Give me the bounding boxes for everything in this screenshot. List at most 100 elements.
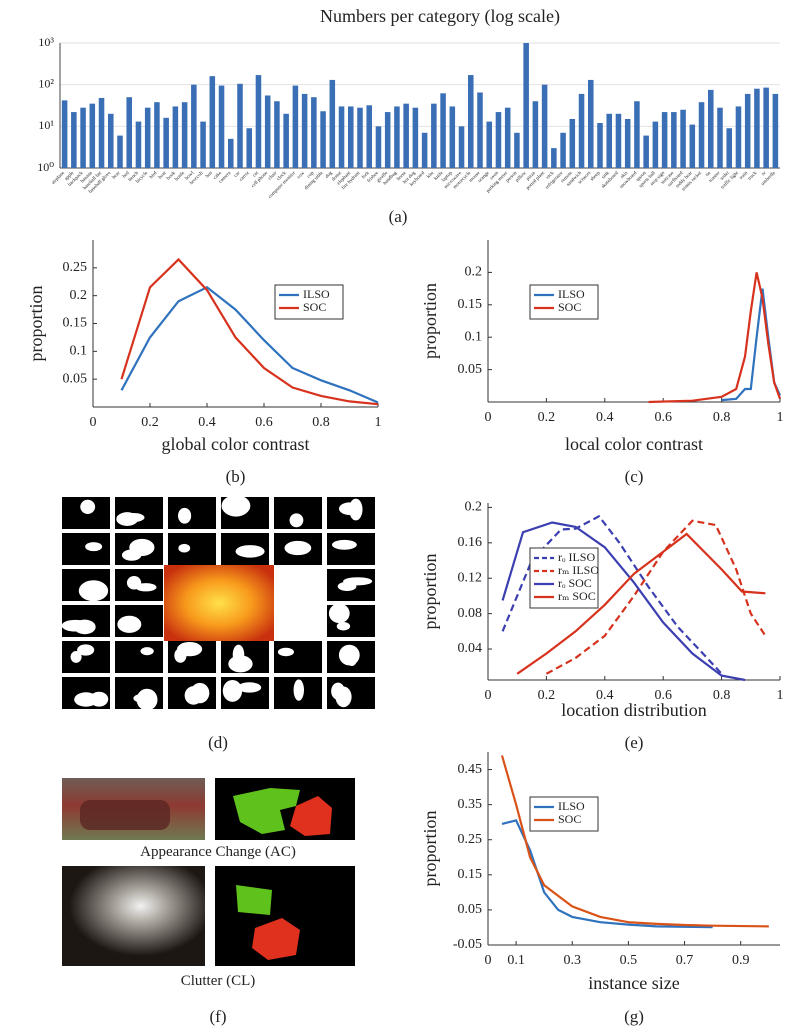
x-tick-label: 0.3: [563, 953, 581, 968]
x-tick-label: toilet: [720, 170, 731, 181]
y-tick-label: 0.2: [465, 265, 483, 280]
bar: [366, 105, 372, 168]
y-axis-label: proportion: [420, 283, 440, 359]
series-line: [516, 532, 766, 675]
y-tick-label: 10³: [38, 35, 54, 49]
bar: [292, 85, 299, 168]
bar: [671, 112, 677, 168]
mask-blob: [335, 686, 352, 708]
bar: [80, 107, 86, 168]
x-tick-label: cat: [252, 170, 260, 178]
bar: [384, 112, 391, 168]
bar: [209, 76, 216, 168]
x-tick-label: 0: [485, 688, 492, 703]
mask-blob: [337, 581, 357, 591]
caption: (f): [210, 1007, 227, 1026]
x-tick-label: knife: [434, 170, 445, 181]
mask-tile: [115, 641, 163, 673]
example-images: Appearance Change (AC) Clutter (CL) (f) …: [62, 733, 355, 1026]
caption: (g): [624, 1007, 644, 1026]
bar: [634, 101, 640, 168]
mask-blob: [78, 580, 109, 602]
mask-blob: [126, 575, 142, 590]
x-tick-label: 0.1: [507, 953, 525, 968]
bar: [588, 79, 594, 168]
bar: [449, 106, 456, 168]
y-axis-label: proportion: [420, 554, 440, 630]
y-tick-label: 0.1: [70, 344, 88, 359]
y-tick-label: 0.12: [458, 570, 483, 585]
bar: [375, 126, 382, 168]
legend-label: rₘ ILSO: [558, 563, 599, 577]
bar: [71, 112, 77, 168]
x-tick-label: 0.6: [255, 415, 273, 430]
mask-blob: [328, 603, 350, 624]
mask: [215, 778, 355, 840]
mask-blob: [336, 622, 351, 631]
x-tick-label: book: [166, 171, 177, 182]
bar: [237, 83, 243, 168]
legend-box: [274, 284, 344, 320]
series-line: [501, 521, 746, 682]
bar: [357, 107, 363, 168]
legend-label: rₒ ILSO: [558, 550, 595, 564]
bar: [126, 97, 132, 168]
x-tick-label: 0.4: [596, 410, 614, 425]
bar: [218, 85, 225, 168]
x-tick-label: horse: [396, 170, 408, 182]
x-tick-label: 0: [485, 953, 492, 968]
mask-blob: [232, 644, 245, 665]
x-tick-label: chair: [268, 171, 279, 182]
legend-label: SOC: [558, 812, 581, 826]
mask-blob: [237, 682, 262, 693]
mask-red: [290, 796, 332, 836]
x-tick-label: cow: [297, 171, 307, 181]
bar: [680, 109, 686, 168]
mask-blob: [293, 679, 304, 701]
bar: [514, 132, 520, 168]
x-tick-label: dog: [325, 171, 334, 180]
mask-blob: [133, 693, 153, 703]
legend-label: ILSO: [558, 287, 585, 301]
legend-label: rₘ SOC: [558, 589, 596, 603]
bar: [431, 103, 437, 168]
bar: [643, 135, 649, 168]
x-tick-label: 0: [485, 410, 492, 425]
bar: [394, 106, 400, 168]
photo: [62, 866, 205, 966]
x-tick-label: fork: [361, 171, 371, 181]
x-axis-label: global color contrast: [162, 434, 310, 454]
bar: [560, 132, 566, 168]
mask-blob: [190, 682, 210, 704]
bar: [615, 113, 622, 168]
bar: [726, 128, 732, 168]
mask-tile: [168, 497, 216, 529]
x-tick-label: rack: [546, 171, 556, 181]
bar: [504, 107, 511, 168]
x-tick-label: 0.4: [198, 415, 216, 430]
mask-blob: [222, 679, 243, 702]
mask-tile: [62, 533, 110, 565]
bar: [191, 84, 197, 168]
y-axis-label: proportion: [420, 811, 440, 887]
mask-blob: [70, 650, 82, 663]
bar: [412, 107, 419, 168]
bar: [661, 112, 668, 168]
y-tick-label: 0.25: [63, 260, 88, 275]
x-tick-label: tv: [761, 171, 768, 178]
mask-blob: [121, 512, 145, 523]
y-tick-label: 0.04: [458, 641, 483, 656]
image-label: Appearance Change (AC): [140, 844, 296, 860]
chart-title: Numbers per category (log scale): [320, 6, 560, 27]
y-tick-label: 0.15: [63, 316, 88, 331]
x-tick-label: car: [234, 171, 242, 179]
mask-tile: [168, 533, 216, 565]
mask-blob: [221, 495, 251, 517]
bar: [228, 138, 234, 168]
bar: [246, 128, 252, 168]
bar: [172, 106, 179, 168]
mask-blob: [177, 641, 203, 657]
mask-red: [252, 918, 300, 960]
bar: [283, 113, 289, 168]
x-tick-label: oven: [489, 171, 500, 182]
